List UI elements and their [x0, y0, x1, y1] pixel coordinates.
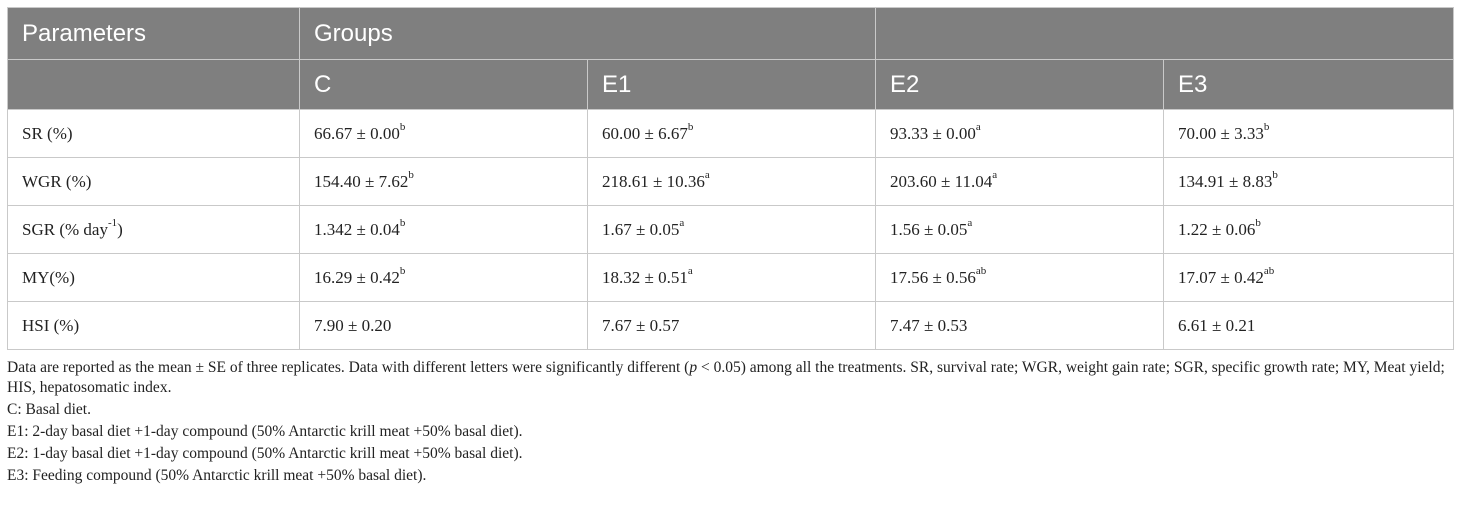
table-cell: 18.32 ± 0.51a	[586, 253, 877, 302]
table-cell: 218.61 ± 10.36a	[586, 157, 877, 206]
table-row: MY(%) 16.29 ± 0.42b 18.32 ± 0.51a 17.56 …	[7, 253, 1455, 302]
table-cell: 7.90 ± 0.20	[299, 301, 588, 350]
table-cell: 6.61 ± 0.21	[1163, 301, 1455, 350]
table-row: SR (%) 66.67 ± 0.00b 60.00 ± 6.67b 93.33…	[7, 109, 1455, 158]
table-cell: 1.22 ± 0.06b	[1163, 205, 1455, 254]
row-label: WGR (%)	[7, 157, 300, 206]
results-table: Parameters Groups C E1 E2 E3 SR (%) 66.6…	[7, 7, 1455, 350]
table-row: SGR (% day-1) 1.342 ± 0.04b 1.67 ± 0.05a…	[7, 205, 1455, 254]
table-cell: 66.67 ± 0.00b	[299, 109, 588, 158]
footnote-e1: E1: 2-day basal diet +1-day compound (50…	[7, 423, 523, 440]
header-row-1: Parameters Groups	[7, 7, 1455, 60]
table-body: SR (%) 66.67 ± 0.00b 60.00 ± 6.67b 93.33…	[7, 109, 1455, 350]
table-cell: 17.07 ± 0.42ab	[1163, 253, 1455, 302]
table-cell: 7.47 ± 0.53	[875, 301, 1165, 350]
table-cell: 1.67 ± 0.05a	[586, 205, 877, 254]
footnote-c: C: Basal diet.	[7, 401, 91, 418]
footnote-e3: E3: Feeding compound (50% Antarctic kril…	[7, 467, 427, 484]
header-blank	[7, 59, 300, 110]
table-cell: 60.00 ± 6.67b	[586, 109, 877, 158]
row-label: MY(%)	[7, 253, 300, 302]
footnote-e2: E2: 1-day basal diet +1-day compound (50…	[7, 445, 523, 462]
header-groups: Groups	[298, 7, 877, 60]
header-empty	[875, 7, 1455, 60]
table-cell: 70.00 ± 3.33b	[1163, 109, 1455, 158]
table-footnotes: Data are reported as the mean ± SE of th…	[7, 358, 1453, 488]
table-cell: 7.67 ± 0.57	[586, 301, 877, 350]
table-cell: 203.60 ± 11.04a	[875, 157, 1165, 206]
header-col-e3: E3	[1163, 59, 1455, 110]
header-parameters: Parameters	[7, 7, 300, 60]
row-label: HSI (%)	[7, 301, 300, 350]
results-table-wrapper: Parameters Groups C E1 E2 E3 SR (%) 66.6…	[7, 7, 1455, 350]
row-label: SR (%)	[7, 109, 300, 158]
table-cell: 16.29 ± 0.42b	[299, 253, 588, 302]
table-cell: 134.91 ± 8.83b	[1163, 157, 1455, 206]
table-cell: 17.56 ± 0.56ab	[875, 253, 1165, 302]
header-col-e1: E1	[586, 59, 877, 110]
table-cell: 1.56 ± 0.05a	[875, 205, 1165, 254]
table-row: WGR (%) 154.40 ± 7.62b 218.61 ± 10.36a 2…	[7, 157, 1455, 206]
table-cell: 154.40 ± 7.62b	[299, 157, 588, 206]
table-cell: 1.342 ± 0.04b	[299, 205, 588, 254]
table-header: Parameters Groups C E1 E2 E3	[7, 7, 1455, 110]
table-row: HSI (%) 7.90 ± 0.20 7.67 ± 0.57 7.47 ± 0…	[7, 301, 1455, 350]
header-row-2: C E1 E2 E3	[7, 59, 1455, 110]
footnote-main: Data are reported as the mean ± SE of th…	[7, 359, 1445, 396]
row-label: SGR (% day-1)	[7, 205, 300, 254]
table-cell: 93.33 ± 0.00a	[875, 109, 1165, 158]
header-col-e2: E2	[875, 59, 1165, 110]
header-col-c: C	[299, 59, 588, 110]
